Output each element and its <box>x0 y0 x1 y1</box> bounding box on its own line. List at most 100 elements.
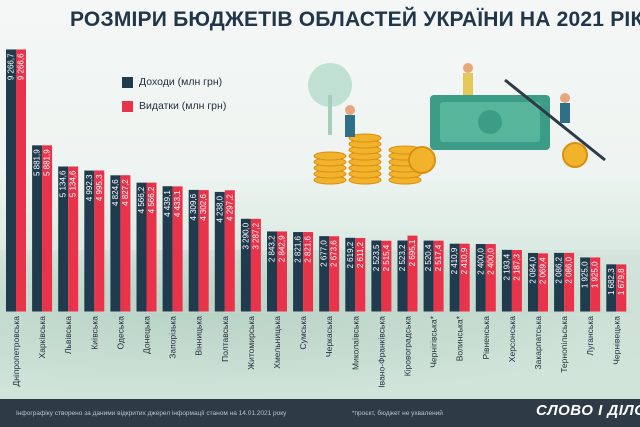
expense-bar <box>329 236 340 312</box>
category-label: Вінницька <box>194 316 204 356</box>
category-label: Сумська <box>298 316 308 350</box>
income-bar <box>214 191 225 312</box>
expense-bar <box>94 170 105 312</box>
income-bar <box>580 257 591 312</box>
expense-bar <box>16 49 26 312</box>
income-value-label: 2 523,2 <box>398 244 407 271</box>
income-bar <box>188 189 199 312</box>
income-value-label: 5 881,9 <box>33 149 42 176</box>
expense-value-label: 4 827,2 <box>121 179 130 206</box>
income-bar <box>110 175 121 312</box>
expense-bar <box>224 190 235 312</box>
brand-logo: СЛОВО І ДІЛО <box>536 402 640 419</box>
income-bar <box>606 264 617 312</box>
income-value-label: 1 925,0 <box>581 261 590 288</box>
person-icon <box>463 63 473 73</box>
category-label: Дніпропетровська <box>11 316 21 387</box>
expense-bar <box>407 235 418 312</box>
income-value-label: 1 682,3 <box>607 268 616 295</box>
expense-bar <box>303 232 314 312</box>
expense-value-label: 2 187,3 <box>512 253 521 280</box>
expense-bar <box>355 238 366 312</box>
income-value-label: 4 992,3 <box>85 174 94 201</box>
category-label: Житомирська <box>246 316 256 370</box>
income-bar <box>475 244 486 312</box>
legend-income: Доходи (млн грн) <box>122 76 222 88</box>
category-label: Херсонська <box>507 316 517 362</box>
income-value-label: 4 824,6 <box>111 179 120 206</box>
income-value-label: 2 084,0 <box>529 256 538 283</box>
income-value-label: 5 134,6 <box>59 170 68 197</box>
income-bar <box>554 252 565 312</box>
tree-icon <box>308 63 352 107</box>
income-bar <box>528 252 538 312</box>
expense-bar <box>459 243 470 312</box>
category-label: Київська <box>89 316 99 350</box>
income-value-label: 2 677,0 <box>320 240 329 267</box>
expense-value-label: 2 069,4 <box>539 257 548 284</box>
income-value-label: 2 086,2 <box>555 256 564 283</box>
expense-value-label: 4 566,2 <box>147 186 156 213</box>
income-bar <box>371 240 382 312</box>
expense-value-label: 1 925,0 <box>591 261 600 288</box>
income-bar <box>319 236 330 312</box>
income-bar <box>293 232 304 312</box>
income-value-label: 3 290,0 <box>241 222 250 249</box>
expense-bar <box>250 218 261 312</box>
income-bar <box>397 240 408 312</box>
category-label: Кіровоградська <box>403 316 413 377</box>
category-label: Львівська <box>63 316 73 354</box>
income-bar <box>267 231 277 312</box>
category-label: Закарпатська <box>533 316 543 370</box>
income-value-label: 2 523,5 <box>372 244 381 271</box>
expense-value-label: 4 302,6 <box>199 194 208 221</box>
income-value-label: 4 309,6 <box>189 193 198 220</box>
expense-value-label: 2 515,4 <box>382 244 391 271</box>
expense-bar <box>277 231 287 312</box>
expense-value-label: 1 679,8 <box>617 268 626 295</box>
category-label: Волинська* <box>455 315 465 361</box>
legend-expense: Видатки (млн грн) <box>122 100 226 112</box>
category-label: Чернівецька <box>611 316 621 365</box>
expense-value-label: 2 611,2 <box>356 241 365 268</box>
income-bar <box>32 145 43 312</box>
expense-value-label: 2 086,0 <box>565 256 574 283</box>
expense-bar <box>68 166 79 312</box>
income-value-label: 2 400,0 <box>476 247 485 274</box>
income-bar <box>449 243 460 312</box>
legend-expense-swatch <box>122 100 133 112</box>
income-value-label: 2 843,2 <box>268 235 277 262</box>
income-bar <box>162 186 173 312</box>
coin-icon-2 <box>562 142 588 168</box>
category-label: Одеська <box>115 316 125 350</box>
legend-income-label: Доходи (млн грн) <box>139 76 223 88</box>
income-value-label: 2 193,4 <box>502 253 511 280</box>
bar-chart: 9 266,7 9 266,6 Дніпропетровська 5 881,9 5 8… <box>4 49 632 388</box>
category-label: Івано-Франківська <box>376 316 386 388</box>
expense-value-label: 2 517,4 <box>434 244 443 271</box>
income-bar <box>6 49 16 312</box>
expense-value-label: 3 287,2 <box>251 222 260 249</box>
income-bar <box>345 237 356 312</box>
coin-stack-icon <box>313 133 422 185</box>
expense-value-label: 2 673,6 <box>330 240 339 267</box>
expense-value-label: 2 842,9 <box>278 235 287 262</box>
expense-value-label: 2 695,1 <box>408 239 417 266</box>
category-label: Чернігівська* <box>429 315 439 367</box>
expense-bar <box>42 145 53 312</box>
category-label: Черкаська <box>324 316 334 357</box>
expense-bar <box>433 240 444 312</box>
expense-bar <box>511 250 522 312</box>
expense-value-label: 4 995,3 <box>95 174 104 201</box>
category-label: Тернопільська <box>559 316 569 373</box>
expense-value-label: 5 881,9 <box>43 149 52 176</box>
income-value-label: 2 821,6 <box>294 236 303 263</box>
income-bar <box>136 182 147 312</box>
category-label: Луганська <box>585 316 595 356</box>
category-label: Рівненська <box>481 316 491 360</box>
money-illustration <box>308 63 606 185</box>
income-bar <box>423 240 434 312</box>
income-value-label: 2 619,2 <box>346 241 355 268</box>
income-bar <box>58 166 69 312</box>
income-value-label: 4 238,0 <box>215 195 224 222</box>
